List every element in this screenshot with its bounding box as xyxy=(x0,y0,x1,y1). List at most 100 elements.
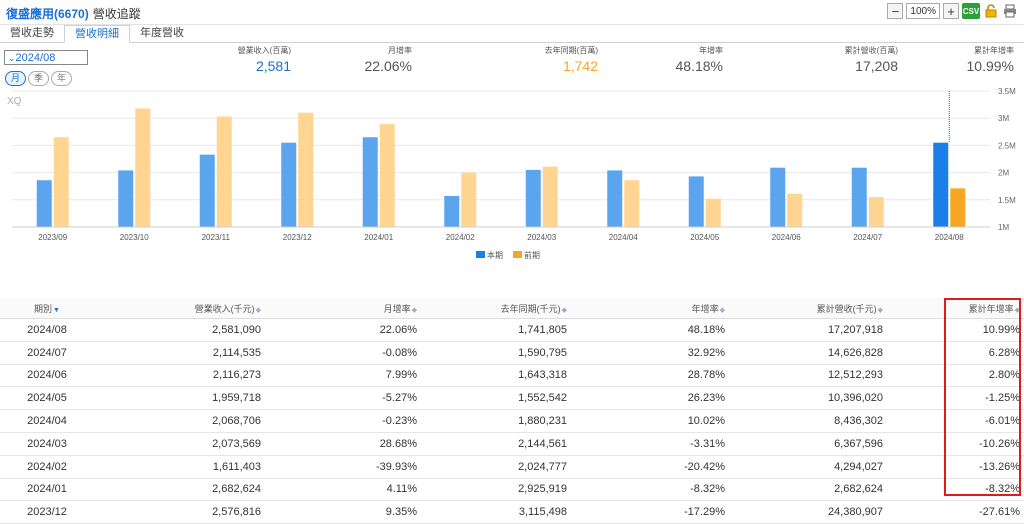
table-cell: -5.27% xyxy=(265,386,421,411)
zoom-in-button[interactable]: + xyxy=(943,3,959,19)
table-cell: 2,682,624 xyxy=(729,478,887,502)
bar-current xyxy=(36,180,52,227)
period-quarter-button[interactable]: 季 xyxy=(28,71,49,86)
bar-current xyxy=(933,142,949,227)
lock-icon[interactable] xyxy=(983,3,999,19)
chart-watermark: XQ xyxy=(7,96,22,107)
table-cell: -0.08% xyxy=(265,341,421,365)
table-cell: 1,741,805 xyxy=(421,318,571,342)
table-row[interactable]: 2024/07 2,114,535 -0.08% 1,590,795 32.92% 14,… xyxy=(0,341,1024,365)
print-icon[interactable] xyxy=(1002,3,1018,19)
summary-last-year: 去年同期(百萬) 1,742 xyxy=(545,45,598,74)
cell-period: 2024/02 xyxy=(0,455,94,479)
table-cell: 6,367,596 xyxy=(729,432,887,456)
col-header-cumulative-yoy[interactable]: 累計年增率◆ xyxy=(887,298,1024,319)
period-toggle: 月 季 年 xyxy=(5,71,72,86)
cell-period: 2024/08 xyxy=(0,318,94,342)
bar-current xyxy=(607,170,623,227)
summary-yoy: 年增率 48.18% xyxy=(676,45,723,74)
table-row[interactable]: 2024/04 2,068,706 -0.23% 1,880,231 10.02% 8,4… xyxy=(0,409,1024,433)
table-header-row: 期別▼ 營業收入(千元)◆ 月增率◆ 去年同期(千元)◆ 年增率◆ 累計營收(千… xyxy=(0,298,1024,319)
bar-previous xyxy=(379,124,395,227)
summary-label: 累計年增率 xyxy=(974,46,1014,55)
table-cell: 24,380,907 xyxy=(729,500,887,524)
x-tick-label: 2024/06 xyxy=(772,233,801,242)
x-tick-label: 2024/05 xyxy=(690,233,719,242)
table-cell: 1,880,231 xyxy=(421,409,571,433)
table-row[interactable]: 2023/12 2,576,816 9.35% 3,115,498 -17.29% 24,… xyxy=(0,500,1024,524)
bar-previous xyxy=(542,166,558,227)
period-month-button[interactable]: 月 xyxy=(5,71,26,86)
x-tick-label: 2024/04 xyxy=(609,233,638,242)
summary-value: 2,581 xyxy=(255,58,291,74)
table-cell: -10.26% xyxy=(887,432,1024,456)
table-cell: -8.32% xyxy=(887,478,1024,502)
y-tick-label: 2.5M xyxy=(998,141,1016,150)
period-select[interactable]: ⌄2024/08 xyxy=(4,50,88,65)
table-cell: 2,682,624 xyxy=(94,478,265,502)
bar-current xyxy=(362,137,378,227)
csv-export-button[interactable]: CSV xyxy=(962,3,980,19)
table-cell: 2,925,919 xyxy=(421,478,571,502)
table-cell: -1.25% xyxy=(887,386,1024,411)
table-cell: -6.01% xyxy=(887,409,1024,433)
summary-value: 48.18% xyxy=(675,58,723,74)
table-row[interactable]: 2024/05 1,959,718 -5.27% 1,552,542 26.23% 10,… xyxy=(0,386,1024,411)
bar-current xyxy=(688,176,704,227)
cell-period: 2024/05 xyxy=(0,386,94,411)
tab-bar: 營收走勢 營收明細 年度營收 xyxy=(0,25,1024,43)
cell-period: 2024/04 xyxy=(0,409,94,433)
x-tick-label: 2024/02 xyxy=(446,233,475,242)
col-header-last-year[interactable]: 去年同期(千元)◆ xyxy=(421,298,571,319)
stock-title[interactable]: 復盛應用(6670) xyxy=(6,7,89,21)
summary-label: 去年同期(百萬) xyxy=(544,46,598,55)
table-row[interactable]: 2024/06 2,116,273 7.99% 1,643,318 28.78% 12,5… xyxy=(0,364,1024,388)
summary-label: 月增率 xyxy=(388,46,412,55)
zoom-out-button[interactable]: − xyxy=(887,3,904,19)
tab-annual-revenue[interactable]: 年度營收 xyxy=(140,27,184,39)
x-tick-label: 2024/07 xyxy=(853,233,882,242)
cell-period: 2024/03 xyxy=(0,432,94,456)
bar-current xyxy=(118,170,134,227)
y-tick-label: 1.5M xyxy=(998,196,1016,205)
table-cell: 28.68% xyxy=(265,432,421,456)
period-year-button[interactable]: 年 xyxy=(51,71,72,86)
bar-current xyxy=(770,167,786,227)
legend-swatch-current xyxy=(476,251,485,258)
col-header-cumulative[interactable]: 累計營收(千元)◆ xyxy=(729,298,887,319)
table-cell: -3.31% xyxy=(571,432,729,456)
cell-period: 2024/01 xyxy=(0,478,94,502)
col-header-mom[interactable]: 月增率◆ xyxy=(265,298,421,319)
table-row[interactable]: 2024/02 1,611,403 -39.93% 2,024,777 -20.42% 4… xyxy=(0,455,1024,479)
bar-previous xyxy=(461,172,477,227)
table-row[interactable]: 2024/03 2,073,569 28.68% 2,144,561 -3.31% 6,3… xyxy=(0,432,1024,456)
cell-period: 2024/06 xyxy=(0,364,94,388)
bar-previous xyxy=(868,197,884,227)
x-tick-label: 2024/01 xyxy=(364,233,393,242)
col-header-revenue[interactable]: 營業收入(千元)◆ xyxy=(94,298,265,319)
table-cell: 1,611,403 xyxy=(94,455,265,479)
title-bar: 復盛應用(6670) 營收追蹤 − 100% + CSV xyxy=(0,0,1024,25)
table-cell: 7.99% xyxy=(265,364,421,388)
col-header-period[interactable]: 期別▼ xyxy=(0,298,94,319)
table-cell: -0.23% xyxy=(265,409,421,433)
table-cell: 1,643,318 xyxy=(421,364,571,388)
tab-revenue-trend[interactable]: 營收走勢 xyxy=(10,27,54,39)
x-tick-label: 2023/09 xyxy=(38,233,67,242)
table-cell: -8.32% xyxy=(571,478,729,502)
tab-revenue-detail[interactable]: 營收明細 xyxy=(64,25,130,43)
page-title: 復盛應用(6670) 營收追蹤 xyxy=(6,5,141,22)
table-cell: 8,436,302 xyxy=(729,409,887,433)
table-row[interactable]: 2024/08 2,581,090 22.06% 1,741,805 48.18% 17,… xyxy=(0,318,1024,342)
page-subtitle: 營收追蹤 xyxy=(92,7,141,21)
legend-label-current: 本期 xyxy=(487,250,503,260)
bar-previous xyxy=(135,108,151,227)
summary-label: 累計營收(百萬) xyxy=(844,46,898,55)
legend-swatch-previous xyxy=(513,251,522,258)
legend-label-previous: 前期 xyxy=(524,250,540,260)
bar-current xyxy=(444,195,460,227)
summary-cumulative: 累計營收(百萬) 17,208 xyxy=(845,45,898,74)
table-cell: -13.26% xyxy=(887,455,1024,479)
table-row[interactable]: 2024/01 2,682,624 4.11% 2,925,919 -8.32% 2,68… xyxy=(0,478,1024,502)
col-header-yoy[interactable]: 年增率◆ xyxy=(571,298,729,319)
